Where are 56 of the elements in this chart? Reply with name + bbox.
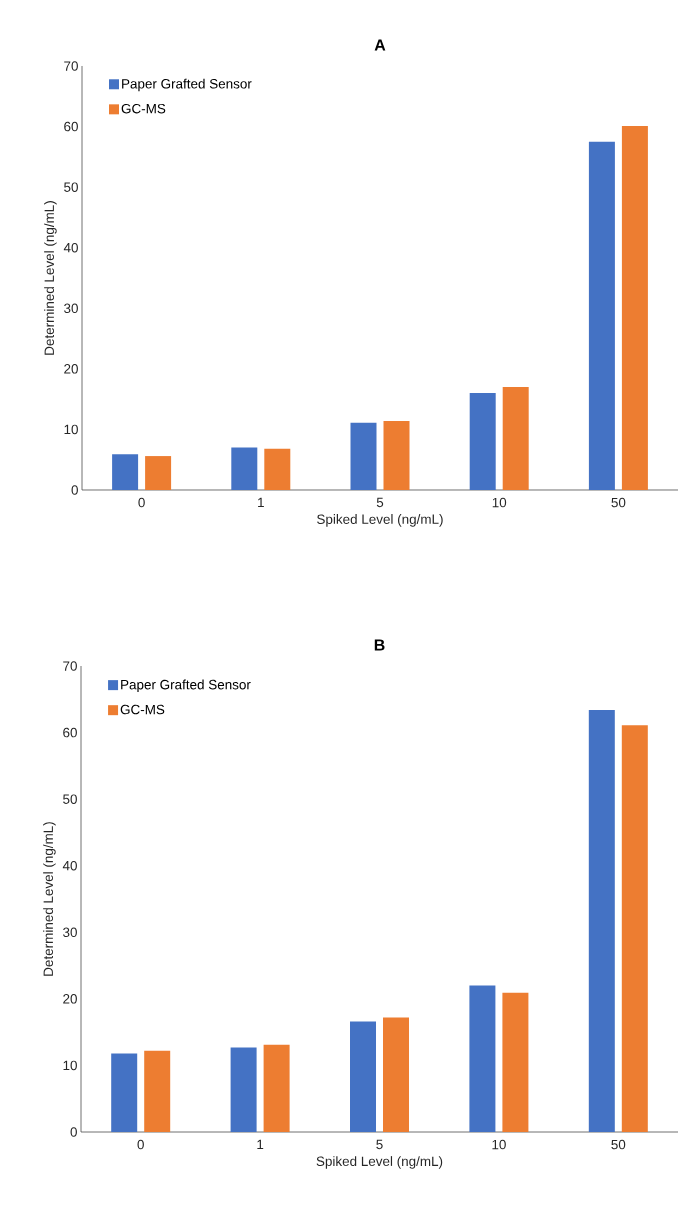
- bar: [383, 1017, 409, 1132]
- bar: [350, 422, 377, 490]
- y-tick-label: 60: [63, 727, 77, 738]
- x-axis-title: Spiked Level (ng/mL): [316, 1156, 443, 1169]
- legend-label: GC-MS: [121, 103, 166, 114]
- bar: [383, 420, 410, 490]
- bar: [621, 125, 648, 490]
- y-tick-label: 70: [64, 61, 78, 71]
- y-tick-label: 40: [63, 242, 78, 253]
- bar: [112, 454, 139, 490]
- y-tick-label: 20: [63, 994, 77, 1004]
- y-tick-label: 10: [64, 424, 78, 435]
- bar: [588, 141, 615, 490]
- x-tick-label: 10: [492, 497, 507, 508]
- bar: [230, 1047, 257, 1132]
- bar: [502, 387, 529, 490]
- bar: [469, 393, 496, 490]
- y-tick-label: 10: [63, 1060, 77, 1071]
- x-tick-label: 0: [137, 1139, 144, 1150]
- y-tick-label: 20: [64, 364, 78, 374]
- legend-label: Paper Grafted Sensor: [122, 78, 252, 92]
- y-tick-label: 50: [63, 794, 77, 804]
- chart-title: A: [374, 39, 386, 51]
- chart-title: B: [374, 639, 385, 651]
- x-tick-label: 50: [611, 1139, 626, 1150]
- bar: [111, 1053, 138, 1132]
- y-tick-label: 50: [64, 182, 78, 192]
- y-tick-label: 0: [71, 485, 78, 495]
- bar: [621, 725, 648, 1132]
- x-tick-label: 0: [138, 497, 145, 508]
- x-tick-label: 5: [376, 1139, 383, 1150]
- bar: [263, 1044, 290, 1132]
- x-tick-label: 1: [258, 497, 264, 508]
- bar: [231, 447, 258, 490]
- bar: [145, 456, 172, 490]
- y-axis-title: Determined Level (ng/mL): [43, 822, 56, 976]
- y-tick-label: 30: [64, 303, 78, 314]
- bar: [350, 1021, 376, 1132]
- y-tick-label: 30: [63, 927, 77, 938]
- y-tick-label: 70: [63, 661, 77, 671]
- bar: [144, 1050, 171, 1132]
- x-tick-label: 50: [611, 497, 626, 508]
- x-tick-label: 5: [376, 497, 384, 508]
- y-tick-label: 40: [62, 860, 77, 871]
- legend-label: Paper Grafted Sensor: [121, 679, 251, 693]
- y-axis-title: Determined Level (ng/mL): [44, 201, 57, 355]
- bar: [469, 985, 496, 1132]
- x-axis-title: Spiked Level (ng/mL): [317, 514, 443, 527]
- legend-label: GC-MS: [120, 704, 165, 715]
- bar: [588, 709, 615, 1132]
- x-tick-label: 1: [257, 1139, 264, 1150]
- bar: [264, 448, 291, 490]
- y-tick-label: 0: [70, 1127, 77, 1137]
- bar: [502, 992, 529, 1132]
- x-tick-label: 10: [492, 1139, 506, 1150]
- y-tick-label: 60: [64, 121, 78, 132]
